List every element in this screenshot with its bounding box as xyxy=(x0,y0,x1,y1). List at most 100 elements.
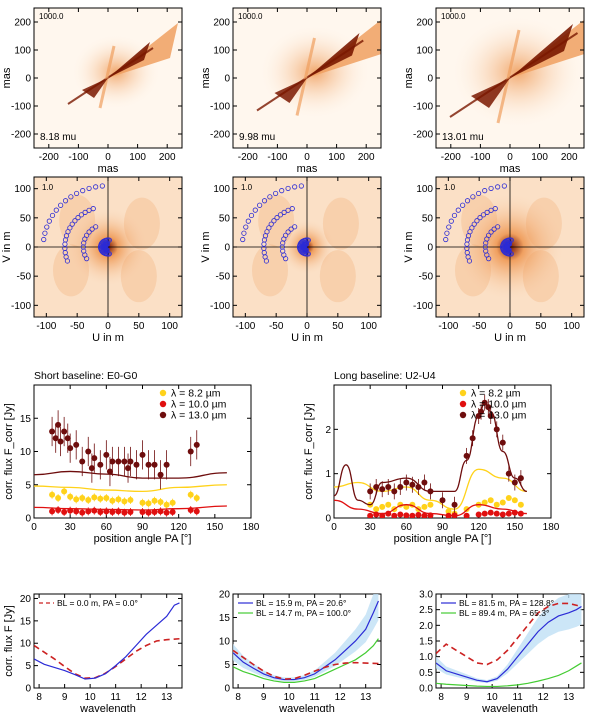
uv-point xyxy=(501,183,507,189)
uv-point xyxy=(69,221,75,227)
data-point xyxy=(103,451,110,458)
y-tick-label: -100 xyxy=(11,301,31,312)
data-point xyxy=(421,503,428,510)
data-point xyxy=(373,511,380,518)
x-tick-label: 150 xyxy=(206,522,223,533)
data-point xyxy=(163,509,170,516)
y-tick-label: 5 xyxy=(25,480,31,491)
emission-cone-lower xyxy=(274,78,307,103)
plot-area xyxy=(34,602,180,680)
data-point xyxy=(475,511,482,518)
data-point xyxy=(385,483,392,490)
x-tick-label: 100 xyxy=(129,152,146,163)
data-point xyxy=(103,495,110,502)
y-tick-label: 200 xyxy=(213,18,230,29)
data-point xyxy=(163,461,170,468)
uv-point xyxy=(486,256,492,262)
uv-point xyxy=(292,184,298,190)
scale-label: 1.0 xyxy=(241,183,253,192)
emission-cone-lower xyxy=(82,78,108,98)
y-tick-label: 15 xyxy=(20,616,32,627)
x-tick-label: 90 xyxy=(437,522,449,533)
data-point xyxy=(125,465,132,472)
data-point xyxy=(427,488,434,495)
data-point xyxy=(487,413,494,420)
uv-point xyxy=(298,183,304,189)
data-point xyxy=(421,479,428,486)
uv-point xyxy=(245,218,251,224)
data-point xyxy=(445,512,452,518)
x-axis-label: U in m xyxy=(291,332,323,344)
x-tick-label: 12 xyxy=(335,692,347,703)
x-tick-label: 180 xyxy=(243,522,260,533)
y-axis-label: corr. flux F [Jy] xyxy=(3,605,15,677)
legend-label: BL = 15.9 m, PA = 20.6° xyxy=(256,598,346,608)
visibility-lobe xyxy=(120,250,157,303)
x-tick-label: 8 xyxy=(235,692,241,703)
y-axis-label: mas xyxy=(403,67,415,88)
y-tick-label: -200 xyxy=(413,130,433,141)
data-point xyxy=(415,483,422,490)
model-curve xyxy=(34,484,227,493)
uv-point xyxy=(271,218,277,224)
data-point xyxy=(193,441,200,448)
y-tick-label: 50 xyxy=(422,213,434,224)
x-axis-label: mas xyxy=(500,163,521,175)
data-point xyxy=(109,509,116,516)
uv-point xyxy=(64,258,71,264)
uv-point xyxy=(292,224,298,230)
y-tick-label: 0 xyxy=(224,243,230,254)
panel-title: Short baseline: E0-G0 xyxy=(34,370,137,382)
uv-point xyxy=(460,202,466,208)
data-point xyxy=(91,507,98,514)
uv-point xyxy=(86,185,92,192)
plot-area xyxy=(334,394,528,518)
x-tick-label: 100 xyxy=(531,152,548,163)
uv-point xyxy=(252,207,258,213)
y-tick-label: -100 xyxy=(413,301,433,312)
data-point xyxy=(379,503,386,510)
y-tick-label: 50 xyxy=(219,213,231,224)
uv-point xyxy=(62,198,69,204)
emission-lane xyxy=(295,37,316,116)
data-point xyxy=(427,501,434,508)
data-point xyxy=(463,452,470,459)
y-tick-label: 15 xyxy=(20,414,32,425)
uv-point xyxy=(476,190,482,197)
data-point xyxy=(481,399,488,406)
y-tick-label: 2 xyxy=(325,425,331,436)
x-tick-label: 9 xyxy=(464,692,470,703)
uv-point xyxy=(281,209,287,215)
y-tick-label: 0 xyxy=(325,514,331,525)
uv-point xyxy=(491,226,497,232)
data-point xyxy=(403,479,410,486)
uv-point xyxy=(248,212,255,219)
y-tick-label: 20 xyxy=(20,594,32,605)
y-tick-label: -100 xyxy=(210,102,230,113)
x-tick-label: 0 xyxy=(31,522,37,533)
x-tick-label: 200 xyxy=(159,152,176,163)
data-point xyxy=(499,439,506,446)
data-point xyxy=(481,499,488,506)
x-tick-label: 30 xyxy=(65,522,77,533)
y-tick-label: -50 xyxy=(17,272,32,283)
x-tick-label: 100 xyxy=(563,321,580,332)
data-point xyxy=(391,512,398,518)
x-tick-label: 90 xyxy=(137,522,149,533)
uv-point xyxy=(78,212,85,218)
data-point xyxy=(139,499,146,506)
uv-point xyxy=(240,236,246,243)
uv-point xyxy=(484,209,490,215)
data-point xyxy=(145,509,152,516)
data-point xyxy=(391,488,398,495)
uv-point xyxy=(495,184,501,190)
data-point xyxy=(61,509,68,516)
uv-point xyxy=(444,230,450,236)
data-point xyxy=(463,506,470,513)
uv-point xyxy=(451,212,458,219)
data-point xyxy=(79,458,86,465)
plot-area xyxy=(233,594,379,683)
data-point xyxy=(445,508,452,515)
emission-cone-lower xyxy=(471,78,510,108)
uncertainty-band xyxy=(233,594,379,682)
